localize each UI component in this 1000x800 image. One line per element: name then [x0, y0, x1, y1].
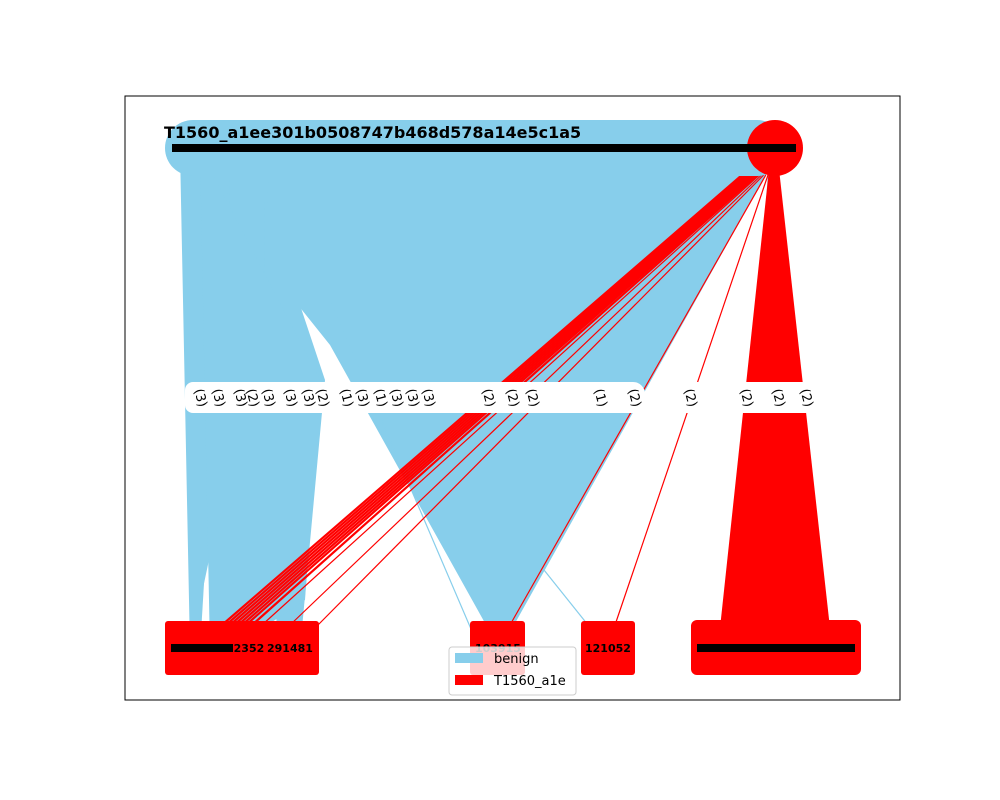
edge-label: (1) — [370, 387, 389, 409]
edge-label: (2) — [312, 387, 331, 409]
bottom-node-cluster-left — [165, 621, 319, 675]
edge-label: (3) — [190, 387, 209, 409]
bottom-node-label-121052: 121052 — [585, 642, 631, 655]
edge-label-band-right — [676, 382, 816, 413]
bottom-node-cluster-left-label-bar — [171, 644, 233, 652]
top-nodes: T1560_a1ee301b0508747b468d578a14e5c1a5 — [164, 120, 803, 176]
edge-label: (3) — [298, 387, 317, 409]
bottom-node-label-22352: 22352 — [226, 642, 264, 655]
edge-label: (2) — [796, 387, 815, 409]
legend: benign T1560_a1e — [448, 646, 577, 696]
edge-label-band — [185, 382, 816, 413]
legend-label-benign: benign — [494, 652, 539, 667]
edge-label: (3) — [208, 387, 227, 409]
edge-label: (2) — [624, 387, 643, 409]
edge-label: (3) — [418, 387, 437, 409]
chart-title: T1560_a1ee301b0508747b468d578a14e5c1a5 — [164, 123, 581, 142]
legend-swatch-benign — [455, 653, 483, 663]
edge-label: (3) — [280, 387, 299, 409]
edge-label: (1) — [336, 387, 355, 409]
edge-label: (2) — [502, 387, 521, 409]
edge-label: (3) — [230, 387, 249, 409]
edge-label: (2) — [522, 387, 541, 409]
edge-label: (2) — [242, 387, 261, 409]
legend-label-attack: T1560_a1e — [493, 674, 566, 689]
bottom-node-label-291481: 291481 — [267, 642, 313, 655]
bottom-node-121052 — [581, 621, 635, 675]
edge-label-band-mid — [333, 382, 645, 413]
edge-label: (3) — [402, 387, 421, 409]
edge-label: (1) — [590, 387, 609, 409]
top-node-label-bar — [172, 144, 796, 152]
edge-label: (2) — [768, 387, 787, 409]
edge-labels: (3)(3) (3)(2)(3) (3)(3)(2) (1)(3)(1)(3)(3)(… — [190, 387, 815, 409]
edge-label-band-left — [185, 382, 333, 413]
edge-label: (2) — [736, 387, 755, 409]
edge-label: (3) — [352, 387, 371, 409]
axes-frame — [124, 95, 901, 701]
bottom-node-cluster-right-label-bar — [697, 644, 855, 652]
edge-label: (2) — [478, 387, 497, 409]
bottom-nodes: 22352 291481 103915 121052 — [165, 620, 861, 675]
edge-label: (3) — [386, 387, 405, 409]
edge-label: (2) — [680, 387, 699, 409]
legend-swatch-attack — [455, 675, 483, 685]
edge-label: (3) — [258, 387, 277, 409]
